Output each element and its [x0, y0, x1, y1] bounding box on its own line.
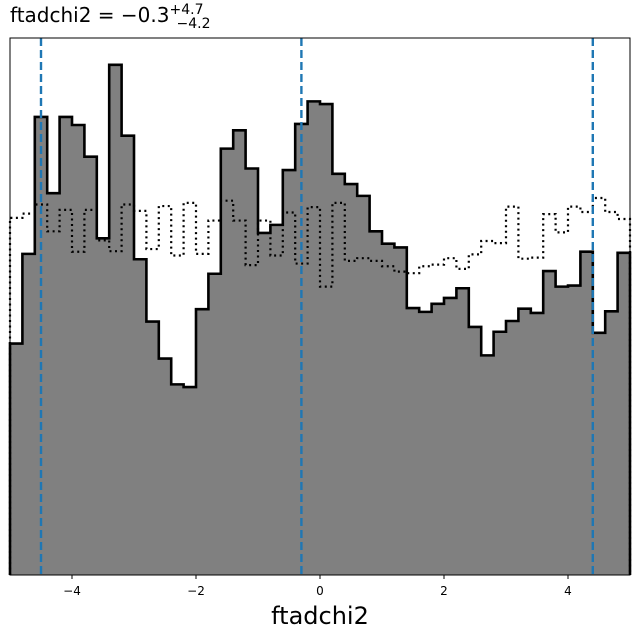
histogram-bar	[320, 104, 333, 576]
quantile-lines	[39, 38, 594, 575]
histogram-bar	[47, 193, 60, 575]
histogram-bar	[543, 271, 556, 575]
histogram-bar	[282, 170, 296, 575]
x-tick-label: −4	[63, 584, 81, 598]
x-tick-label: 4	[564, 584, 572, 598]
histogram-bar	[109, 64, 122, 575]
histogram-bar	[59, 116, 73, 575]
histogram-bar	[220, 148, 234, 575]
histogram-bar	[183, 387, 197, 575]
histogram-bar	[605, 311, 618, 575]
histogram-bar	[518, 308, 532, 575]
histogram-bar	[444, 297, 457, 575]
chart-title: ftadchi2 = −0.3+4.7 −4.2	[10, 2, 210, 32]
histogram-bar	[456, 288, 470, 575]
histogram-bar	[580, 251, 594, 576]
histogram-bar	[344, 184, 358, 575]
x-tick-label: 2	[440, 584, 448, 598]
histogram-bar	[369, 231, 383, 575]
histogram-bar	[134, 259, 147, 575]
histogram-bar	[10, 343, 23, 575]
histogram-bar	[506, 321, 519, 575]
histogram-bar	[208, 273, 222, 575]
histogram-outline-series	[8, 63, 632, 575]
histogram-bar	[419, 311, 432, 575]
histogram-bar	[568, 285, 581, 575]
histogram-bar	[270, 224, 284, 575]
chart-title-sup: +4.7	[169, 2, 203, 18]
histogram-bar	[332, 173, 346, 576]
x-axis: −4 −2 0 2 4	[63, 575, 572, 598]
histogram-bar	[307, 101, 321, 576]
histogram-bar	[481, 355, 494, 575]
histogram-bar	[617, 252, 631, 576]
histogram-bar	[468, 326, 482, 575]
histogram-bar	[72, 124, 85, 576]
histogram-bar	[196, 309, 209, 575]
chart-title-sub: −4.2	[176, 16, 210, 32]
histogram-bar	[121, 135, 135, 576]
histogram-bar	[295, 123, 308, 576]
histogram-bar	[146, 321, 160, 575]
histogram-bar	[84, 156, 98, 575]
x-tick-label: 0	[316, 584, 324, 598]
histogram-bar	[555, 286, 569, 575]
histogram-bar	[406, 308, 420, 575]
histogram-bar	[258, 232, 271, 575]
x-tick-label: −2	[187, 584, 205, 598]
histogram-bar	[96, 238, 110, 576]
histogram-filled-series	[10, 64, 631, 576]
histogram-bar	[530, 312, 544, 575]
histogram-bar	[493, 331, 507, 575]
histogram-bar	[394, 247, 408, 575]
histogram-bar	[382, 243, 395, 576]
histogram-bar	[22, 253, 36, 575]
histogram-bar	[592, 332, 606, 575]
histogram-bar	[233, 130, 246, 576]
plot-area	[8, 37, 632, 576]
chart-title-base: ftadchi2 = −0.3	[10, 3, 169, 27]
x-axis-label: ftadchi2	[271, 602, 369, 630]
histogram-bar	[357, 195, 370, 575]
histogram-filled-outline	[8, 63, 632, 575]
histogram-bar	[245, 168, 259, 576]
histogram-bar	[431, 303, 445, 575]
histogram-bar	[171, 384, 184, 575]
histogram-bar	[158, 358, 172, 575]
